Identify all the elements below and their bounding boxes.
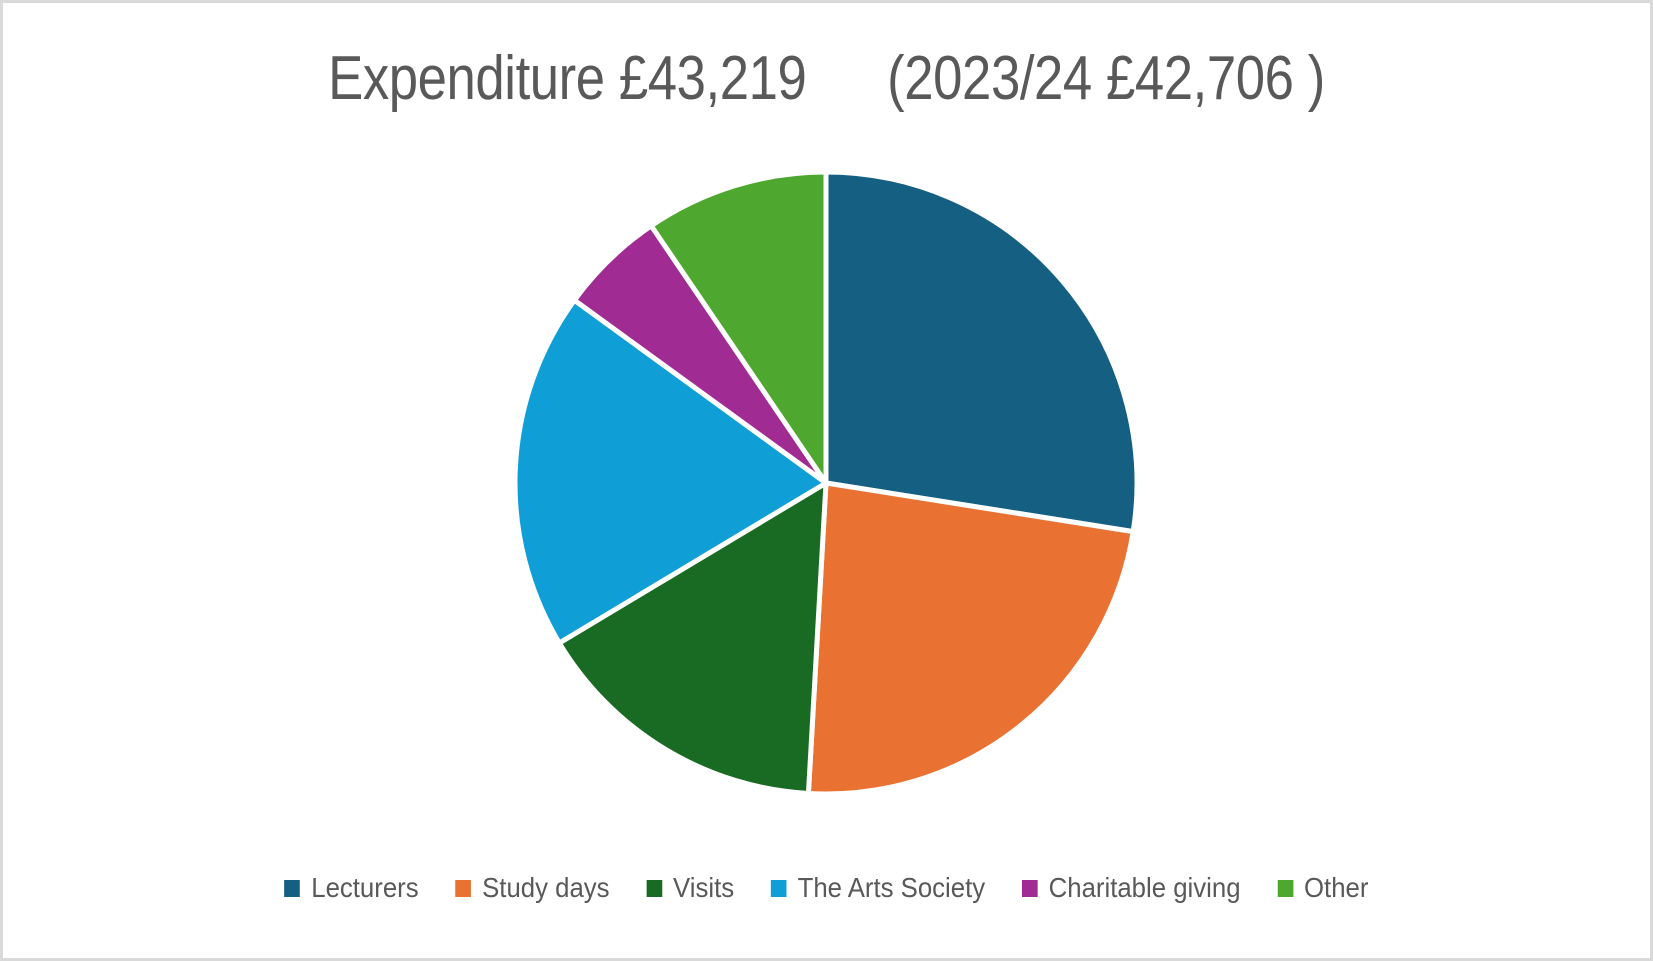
legend-label-other: Other [1304,872,1369,903]
legend-swatch-lecturers [284,879,301,897]
legend-item-other: Other [1277,872,1368,904]
legend-item-the-arts-society: The Arts Society [770,872,986,904]
chart-title-main: Expenditure £43,219 [328,44,807,113]
chart-legend: Lecturers Study days Visits The Arts Societ… [66,872,1587,904]
legend-swatch-charitable-giving [1021,879,1038,897]
legend-swatch-study-days [455,879,472,897]
legend-label-charitable-giving: Charitable giving [1048,872,1241,903]
pie-slice-the-arts-society [512,297,829,646]
pie-slice-lecturers [823,169,1140,535]
legend-item-lecturers: Lecturers [284,872,419,904]
pie-slice-visits [556,480,829,796]
chart-title: Expenditure £43,219 (2023/24 £42,706 ) [124,48,1529,110]
legend-swatch-visits [646,879,662,897]
legend-label-visits: Visits [673,872,735,903]
legend-label-study-days: Study days [482,872,610,903]
chart-title-secondary: (2023/24 £42,706 ) [887,44,1325,113]
legend-swatch-other [1277,879,1293,897]
legend-item-visits: Visits [646,872,734,904]
legend-item-study-days: Study days [455,872,610,904]
legend-label-the-arts-society: The Arts Society [797,872,986,903]
legend-swatch-the-arts-society [770,879,787,897]
legend-item-charitable-giving: Charitable giving [1021,872,1241,904]
legend-label-lecturers: Lecturers [311,872,419,903]
pie-slice-other [648,169,829,486]
pie-slice-study-days [805,480,1136,797]
